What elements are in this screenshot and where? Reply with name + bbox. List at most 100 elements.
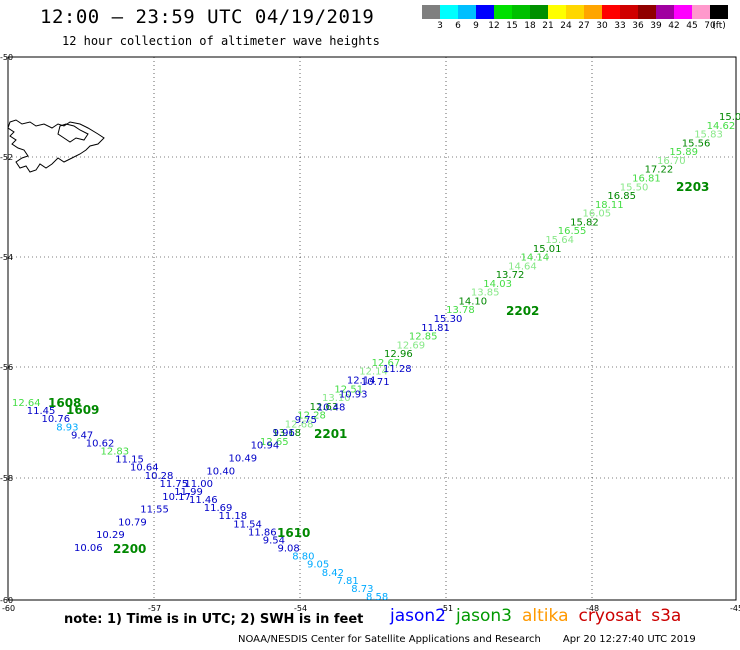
wave-height-value: 15.01 bbox=[533, 244, 562, 255]
wave-height-value: 17.22 bbox=[645, 165, 674, 176]
wave-height-value: 12.28 bbox=[297, 411, 326, 422]
longitude-tick-label: -48 bbox=[586, 604, 599, 613]
colorbar-swatch bbox=[440, 5, 458, 19]
wave-height-value: 15.64 bbox=[545, 235, 574, 246]
latitude-tick-label: -56 bbox=[0, 363, 13, 372]
wave-height-value: 9.08 bbox=[278, 544, 300, 555]
wave-height-value: 15.83 bbox=[694, 130, 723, 141]
wave-height-value: 14.03 bbox=[483, 279, 512, 290]
wave-height-value: 14.62 bbox=[707, 121, 736, 132]
wave-height-value: 9.05 bbox=[307, 560, 329, 571]
wave-height-value: 16.70 bbox=[657, 156, 686, 167]
colorbar-swatch bbox=[602, 5, 620, 19]
generation-timestamp: Apr 20 12:27:40 UTC 2019 bbox=[562, 634, 696, 645]
wave-height-value: 8.73 bbox=[351, 584, 373, 595]
pass-label-2202: 2202 bbox=[506, 304, 539, 318]
colorbar-label: 3 bbox=[437, 21, 443, 31]
latitude-tick-label: -60 bbox=[0, 596, 13, 605]
wave-height-value: 15.56 bbox=[682, 138, 711, 149]
wave-height-value: 14.14 bbox=[521, 253, 550, 264]
wave-height-value: 15.50 bbox=[620, 182, 649, 193]
wave-height-value: 12.14 bbox=[359, 367, 388, 378]
wave-height-value: 15.0 bbox=[719, 112, 740, 123]
wave-height-value: 10.49 bbox=[229, 454, 258, 465]
wave-height-value: 12.63 bbox=[310, 402, 339, 413]
pass-label-2200: 2200 bbox=[113, 542, 146, 556]
wave-height-value: 12.69 bbox=[396, 340, 425, 351]
wave-height-value: 11.46 bbox=[189, 495, 218, 506]
wave-height-value: 12.96 bbox=[384, 349, 413, 360]
longitude-tick-label: -60 bbox=[2, 604, 15, 613]
map-title: 12:00 – 23:59 UTC 04/19/2019 bbox=[40, 6, 375, 28]
colorbar-swatch bbox=[656, 5, 674, 19]
wave-height-value: 10.71 bbox=[361, 377, 390, 388]
wave-height-value: 9.47 bbox=[71, 430, 93, 441]
longitude-tick-label: -45 bbox=[730, 604, 740, 613]
pass-label-2201: 2201 bbox=[314, 427, 347, 441]
wave-height-value: 12.67 bbox=[372, 358, 401, 369]
colorbar-label: 12 bbox=[488, 21, 500, 31]
legend-cryosat: cryosat bbox=[578, 606, 642, 626]
wave-height-value: 8.93 bbox=[56, 422, 78, 433]
wave-height-value: 16.85 bbox=[607, 191, 636, 202]
falkland-islands-outline bbox=[7, 119, 105, 173]
colorbar-label: 45 bbox=[686, 21, 698, 31]
wave-height-value: 11.00 bbox=[184, 479, 213, 490]
wave-height-value: 11.18 bbox=[219, 511, 248, 522]
wave-height-value: 16.81 bbox=[632, 173, 661, 184]
wave-height-value: 15.30 bbox=[434, 314, 463, 325]
map-subtitle: 12 hour collection of altimeter wave hei… bbox=[62, 34, 380, 48]
wave-height-value: 10.64 bbox=[130, 463, 159, 474]
wave-height-value: 11.69 bbox=[204, 503, 233, 514]
wave-height-value: 11.45 bbox=[27, 406, 56, 417]
wave-height-value: 8.42 bbox=[322, 568, 344, 579]
map-frame bbox=[7, 56, 737, 601]
colorbar-label: 70 bbox=[704, 21, 716, 31]
colorbar-label: 24 bbox=[560, 21, 572, 31]
pass-label-1608: 1608 bbox=[48, 396, 81, 410]
wave-height-value: 10.48 bbox=[317, 402, 346, 413]
colorbar-label: 21 bbox=[542, 21, 554, 31]
wave-height-value: 7.81 bbox=[337, 576, 359, 587]
colorbar-swatch bbox=[566, 5, 584, 19]
wave-height-value: 16.05 bbox=[583, 209, 612, 220]
wave-height-value: 11.86 bbox=[248, 527, 277, 538]
wave-height-value: 16.55 bbox=[558, 226, 587, 237]
colorbar-swatch bbox=[458, 5, 476, 19]
wave-height-value: 14.64 bbox=[508, 261, 537, 272]
wave-height-value: 11.81 bbox=[421, 323, 450, 334]
wave-height-value: 12.64 bbox=[12, 398, 41, 409]
wave-height-value: 13.78 bbox=[446, 305, 475, 316]
longitude-tick-label: -54 bbox=[294, 604, 307, 613]
colorbar-label: 42 bbox=[668, 21, 680, 31]
colorbar-label: 36 bbox=[632, 21, 644, 31]
latitude-tick-label: -58 bbox=[0, 474, 13, 483]
credit-footer: NOAA/NESDIS Center for Satellite Applica… bbox=[238, 634, 696, 645]
wave-height-value: 15.82 bbox=[570, 217, 599, 228]
wave-height-value: 9.75 bbox=[295, 415, 317, 426]
wave-height-value: 10.17 bbox=[162, 492, 191, 503]
legend-jason3: jason3 bbox=[456, 606, 512, 626]
colorbar-swatch bbox=[674, 5, 692, 19]
colorbar-label: 39 bbox=[650, 21, 662, 31]
colorbar-swatch bbox=[584, 5, 602, 19]
wave-height-value: 9.96 bbox=[273, 428, 295, 439]
wave-height-value: 12.65 bbox=[260, 437, 289, 448]
satellite-legend: jason2 jason3 altika cryosat s3a bbox=[390, 606, 691, 626]
colorbar-swatch bbox=[422, 5, 440, 19]
wave-height-value: 10.93 bbox=[339, 390, 368, 401]
colorbar-label: (ft) bbox=[712, 21, 726, 31]
colorbar-label: 9 bbox=[473, 21, 479, 31]
legend-jason2: jason2 bbox=[390, 606, 446, 626]
colorbar-swatch bbox=[620, 5, 638, 19]
wave-height-value: 11.99 bbox=[174, 487, 203, 498]
colorbar-label: 6 bbox=[455, 21, 461, 31]
wave-height-value: 13.85 bbox=[471, 288, 500, 299]
wave-height-value: 8.80 bbox=[292, 552, 314, 563]
colorbar-swatch bbox=[494, 5, 512, 19]
wave-height-value: 8.58 bbox=[366, 592, 388, 603]
east-falkland-outline bbox=[57, 123, 89, 143]
colorbar-label: 30 bbox=[596, 21, 608, 31]
